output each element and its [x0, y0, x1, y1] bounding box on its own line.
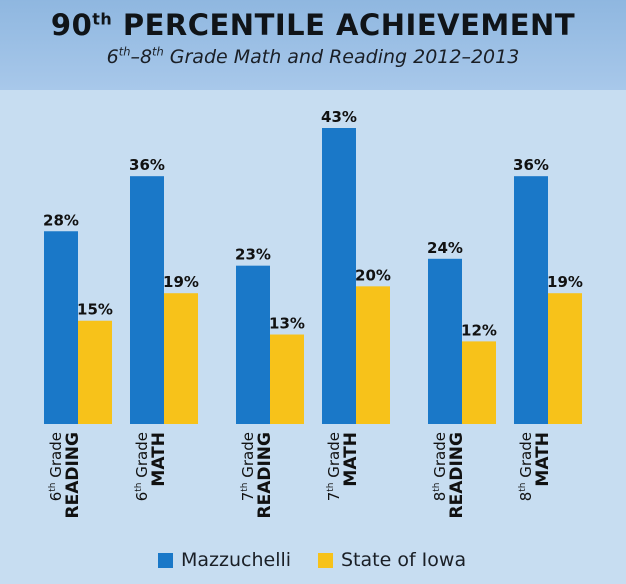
value-label-mazzuchelli-3: 43% [321, 108, 357, 126]
value-label-mazzuchelli-5: 36% [513, 156, 549, 174]
subtitle-rest: Grade Math and Reading 2012–2013 [163, 46, 520, 68]
value-label-iowa-4: 12% [461, 321, 497, 339]
legend-label-mazzuchelli: Mazzuchelli [181, 549, 292, 571]
category-label-4: 8th GradeREADING [431, 432, 467, 518]
title-superscript: th [92, 9, 113, 29]
bar-iowa-5 [548, 293, 582, 424]
bar-iowa-0 [78, 320, 112, 424]
value-label-mazzuchelli-0: 28% [43, 211, 79, 229]
title-prefix: 90 [50, 8, 93, 42]
category-label-3: 7th GradeMATH [325, 432, 361, 501]
subtitle-part-b: –8 [130, 46, 153, 68]
category-label-5: 8th GradeMATH [517, 432, 553, 501]
category-label-1: 6th GradeMATH [133, 432, 169, 501]
subtitle-part-a: 6 [106, 46, 119, 68]
title-rest: PERCENTILE ACHIEVEMENT [112, 8, 576, 42]
value-label-iowa-2: 13% [269, 315, 305, 333]
legend-item-mazzuchelli: Mazzuchelli [158, 548, 291, 572]
value-label-iowa-5: 19% [547, 273, 583, 291]
chart-subtitle: 6th–8th Grade Math and Reading 2012–2013 [0, 46, 626, 68]
bar-iowa-3 [356, 286, 390, 424]
category-label-0: 6th GradeREADING [47, 432, 83, 518]
legend-swatch-iowa [318, 552, 333, 568]
legend: Mazzuchelli State of Iowa [0, 548, 626, 572]
bar-mazzuchelli-0 [44, 231, 78, 424]
legend-label-iowa: State of Iowa [341, 549, 467, 571]
bar-mazzuchelli-3 [322, 128, 356, 424]
subtitle-sup-b: th [152, 44, 164, 59]
chart-title: 90th PERCENTILE ACHIEVEMENT [0, 8, 626, 42]
value-label-iowa-0: 15% [77, 301, 113, 319]
bar-mazzuchelli-1 [130, 176, 164, 424]
value-label-mazzuchelli-1: 36% [129, 156, 165, 174]
bar-mazzuchelli-2 [236, 265, 270, 424]
value-label-mazzuchelli-4: 24% [427, 239, 463, 257]
bar-iowa-2 [270, 334, 304, 424]
bar-mazzuchelli-5 [514, 176, 548, 424]
bar-iowa-1 [164, 293, 198, 424]
value-label-mazzuchelli-2: 23% [235, 246, 271, 264]
bar-iowa-4 [462, 341, 496, 424]
value-label-iowa-1: 19% [163, 273, 199, 291]
category-label-2: 7th GradeREADING [239, 432, 275, 518]
bar-mazzuchelli-4 [428, 258, 462, 424]
subtitle-sup-a: th [118, 44, 131, 59]
legend-item-iowa: State of Iowa [318, 548, 466, 572]
header-band: 90th PERCENTILE ACHIEVEMENT 6th–8th Grad… [0, 0, 626, 90]
value-label-iowa-3: 20% [355, 266, 391, 284]
legend-swatch-mazzuchelli [158, 552, 173, 568]
